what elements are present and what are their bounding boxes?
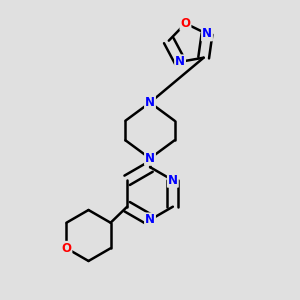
Text: O: O bbox=[181, 17, 190, 30]
Text: N: N bbox=[145, 152, 155, 165]
Text: N: N bbox=[145, 213, 155, 226]
Text: N: N bbox=[168, 174, 178, 187]
Text: O: O bbox=[61, 242, 71, 255]
Text: N: N bbox=[145, 96, 155, 109]
Text: N: N bbox=[202, 27, 212, 40]
Text: N: N bbox=[175, 55, 185, 68]
